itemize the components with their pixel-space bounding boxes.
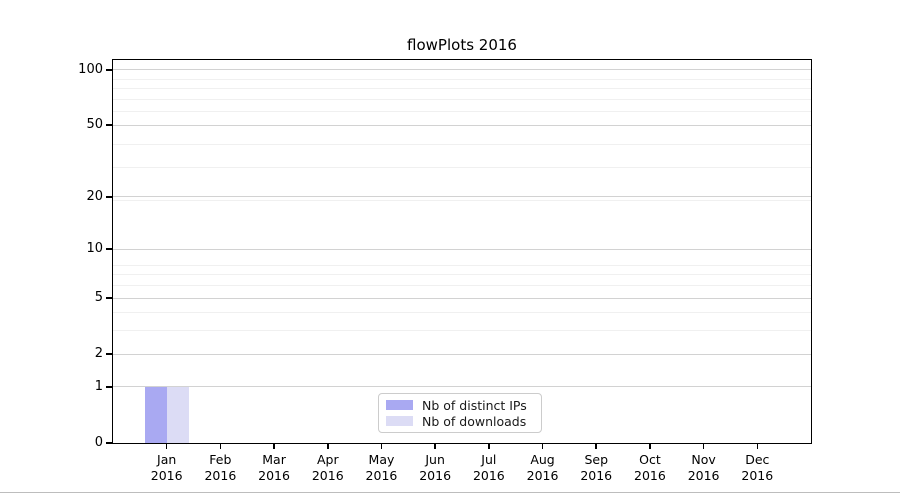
bar-nb-of-distinct-ips [144,386,167,443]
major-gridline [113,386,811,388]
minor-gridline [113,285,811,287]
minor-gridline [113,264,811,266]
x-axis-tick [380,443,383,449]
x-axis-tick-label: Jan 2016 [150,452,183,483]
x-axis-tick [595,443,597,449]
downloads-swatch [386,416,413,426]
major-gridline [113,196,811,198]
y-axis-tick-label: 1 [94,378,103,394]
window-bottom-divider [0,492,900,493]
y-axis-tick-label: 100 [78,61,103,77]
x-axis-tick [165,443,168,449]
x-axis-tick-label: Feb 2016 [204,452,237,483]
legend-label: Nb of downloads [422,413,527,429]
y-axis-tick-label: 2 [94,346,103,362]
major-gridline [113,353,811,355]
y-axis-tick [106,386,112,388]
x-axis-tick [649,443,651,449]
x-axis-tick-label: Jun 2016 [419,452,452,483]
y-axis-tick-label: 5 [94,290,103,306]
minor-gridline [113,200,811,202]
x-axis-tick [488,443,490,449]
x-axis-tick-label: May 2016 [365,452,398,483]
minor-gridline [113,274,811,276]
x-axis-tick-label: Sep 2016 [580,452,613,483]
major-gridline [113,124,811,126]
major-gridline [113,69,811,71]
x-axis-tick [434,443,436,449]
minor-gridline [113,98,811,100]
y-axis-tick [106,248,112,250]
x-axis-tick [702,443,705,449]
y-axis-tick-label: 0 [94,435,103,450]
legend-item-downloads: Nb of downloads [386,414,534,429]
legend-item-distinct-ips: Nb of distinct IPs [386,398,534,413]
x-axis-tick-label: Dec 2016 [741,452,774,483]
minor-gridline [113,167,811,169]
x-axis-tick-label: Nov 2016 [687,452,720,483]
y-axis-tick [106,442,112,444]
minor-gridline [113,88,811,90]
y-axis-tick [106,196,112,198]
distinct-ips-swatch [386,400,413,410]
x-axis-tick [219,443,222,449]
y-axis-tick-label: 20 [86,188,103,204]
x-axis-tick-label: Oct 2016 [634,452,666,483]
legend-label: Nb of distinct IPs [422,397,527,413]
x-axis-tick-label: Aug 2016 [526,452,559,483]
x-axis-tick-label: Jul 2016 [472,452,505,483]
minor-gridline [113,144,811,146]
y-axis-tick [106,297,112,299]
x-axis-tick [327,443,329,449]
minor-gridline [113,312,811,314]
y-axis-tick-label: 50 [86,117,103,133]
major-gridline [113,297,811,299]
minor-gridline [113,78,811,80]
y-axis-tick [106,353,112,355]
x-axis-tick [541,443,544,449]
x-axis-tick [756,443,759,449]
y-axis-tick [106,69,112,71]
minor-gridline [113,330,811,332]
y-axis-tick-label: 10 [86,241,103,257]
bar-nb-of-downloads [166,386,189,443]
x-axis-tick [273,443,275,449]
y-axis-tick [106,124,112,126]
major-gridline [113,248,811,250]
x-axis-tick-label: Mar 2016 [258,452,290,483]
legend-box: Nb of distinct IPs Nb of downloads [378,393,542,433]
chart-title: flowPlots 2016 [407,36,517,54]
x-axis-tick-label: Apr 2016 [311,452,344,483]
minor-gridline [113,111,811,113]
